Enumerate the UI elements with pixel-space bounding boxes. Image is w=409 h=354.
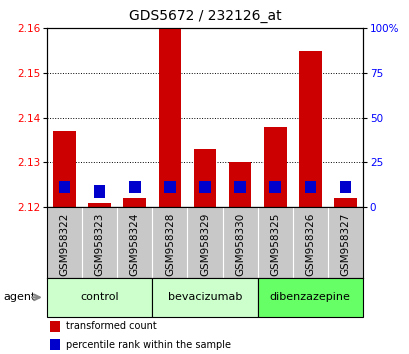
- Bar: [53, 131, 76, 207]
- Bar: [339, 181, 350, 193]
- Text: percentile rank within the sample: percentile rank within the sample: [66, 340, 231, 350]
- Text: GSM958328: GSM958328: [164, 213, 175, 276]
- Bar: [269, 181, 280, 193]
- Bar: [129, 181, 140, 193]
- Bar: [50, 321, 60, 332]
- Text: bevacizumab: bevacizumab: [167, 292, 242, 302]
- Bar: [59, 181, 70, 193]
- Bar: [257, 278, 362, 317]
- Bar: [94, 185, 105, 198]
- Bar: [304, 181, 315, 193]
- Bar: [263, 127, 286, 207]
- Text: GSM958323: GSM958323: [94, 213, 105, 276]
- Bar: [234, 181, 245, 193]
- Text: GSM958330: GSM958330: [234, 213, 245, 276]
- Text: GDS5672 / 232126_at: GDS5672 / 232126_at: [128, 9, 281, 23]
- Text: control: control: [80, 292, 119, 302]
- Bar: [298, 51, 321, 207]
- Bar: [228, 162, 251, 207]
- Bar: [50, 339, 60, 350]
- Bar: [333, 198, 356, 207]
- Bar: [88, 202, 111, 207]
- Bar: [199, 181, 210, 193]
- Bar: [47, 278, 152, 317]
- Text: agent: agent: [4, 292, 36, 302]
- Text: transformed count: transformed count: [66, 321, 157, 331]
- Bar: [152, 278, 257, 317]
- Text: GSM958324: GSM958324: [130, 213, 139, 276]
- Text: GSM958325: GSM958325: [270, 213, 279, 276]
- Text: GSM958322: GSM958322: [60, 213, 70, 276]
- Bar: [158, 28, 181, 207]
- Text: dibenzazepine: dibenzazepine: [269, 292, 350, 302]
- Bar: [164, 181, 175, 193]
- Bar: [123, 198, 146, 207]
- Text: GSM958327: GSM958327: [339, 213, 349, 276]
- Text: GSM958329: GSM958329: [200, 213, 209, 276]
- Text: GSM958326: GSM958326: [304, 213, 315, 276]
- Bar: [193, 149, 216, 207]
